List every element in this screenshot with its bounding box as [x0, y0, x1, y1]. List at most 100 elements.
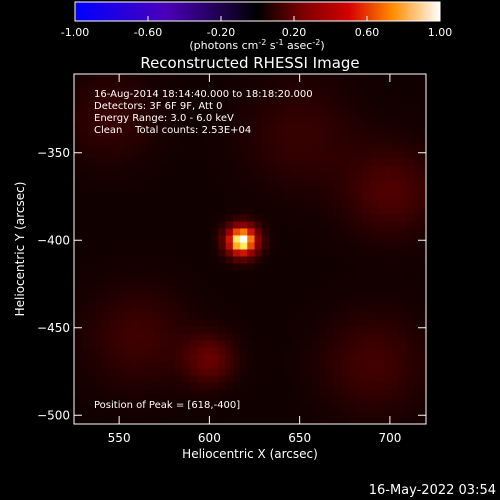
heatmap-cell: [261, 284, 270, 292]
heatmap-cell: [362, 158, 371, 166]
heatmap-cell: [333, 88, 342, 96]
heatmap-cell: [218, 200, 227, 208]
heatmap-cell: [312, 263, 320, 271]
heatmap-cell: [95, 242, 104, 250]
heatmap-cell: [232, 347, 241, 355]
heatmap-cell: [305, 235, 313, 243]
heatmap-cell: [153, 130, 162, 138]
heatmap-cell: [290, 249, 299, 257]
heatmap-cell: [319, 221, 328, 229]
heatmap-cell: [232, 137, 241, 145]
heatmap-cell: [305, 375, 313, 383]
heatmap-cell: [406, 242, 414, 250]
heatmap-cell: [196, 284, 205, 292]
heatmap-cell: [370, 270, 378, 278]
heatmap-cell: [297, 256, 306, 264]
heatmap-cell: [182, 151, 191, 159]
heatmap-cell: [290, 382, 299, 390]
heatmap-cell: [167, 165, 176, 173]
heatmap-cell: [420, 81, 426, 89]
heatmap-cell: [391, 368, 400, 376]
heatmap-cell: [290, 109, 299, 117]
heatmap-cell: [167, 263, 176, 271]
heatmap-cell: [153, 319, 162, 327]
heatmap-cell: [88, 235, 97, 243]
heatmap-cell: [276, 396, 284, 404]
heatmap-cell: [297, 361, 306, 369]
heatmap-cell: [182, 277, 191, 285]
heatmap-cell: [110, 354, 118, 362]
heatmap-cell: [247, 165, 256, 173]
heatmap-cell: [283, 284, 292, 292]
heatmap-cell: [391, 165, 400, 173]
heatmap-cell: [117, 305, 126, 313]
heatmap-cell: [283, 200, 292, 208]
heatmap-cell: [297, 277, 306, 285]
heatmap-cell: [138, 137, 147, 145]
heatmap-cell: [218, 354, 227, 362]
heatmap-cell: [102, 361, 111, 369]
heatmap-cell: [167, 333, 176, 341]
heatmap-cell: [153, 144, 162, 152]
heatmap-cell: [398, 298, 407, 306]
heatmap-cell: [413, 88, 422, 96]
heatmap-cell: [138, 319, 147, 327]
heatmap-cell: [305, 291, 313, 299]
heatmap-cell: [384, 109, 393, 117]
heatmap-cell: [81, 354, 89, 362]
heatmap-cell: [124, 256, 133, 264]
heatmap-cell: [413, 417, 422, 424]
heatmap-cell: [398, 109, 407, 117]
heatmap-cell: [420, 417, 426, 424]
heatmap-cell: [413, 221, 422, 229]
heatmap-cell: [290, 123, 299, 131]
heatmap-cell: [211, 284, 219, 292]
heatmap-cell: [326, 326, 335, 334]
heatmap-cell: [240, 179, 248, 187]
heatmap-cell: [348, 95, 357, 103]
heatmap-cell: [362, 319, 371, 327]
heatmap-cell: [138, 417, 147, 424]
heatmap-cell: [247, 256, 256, 264]
heatmap-cell: [102, 172, 111, 180]
heatmap-cell: [203, 368, 212, 376]
heatmap-cell: [283, 312, 292, 320]
heatmap-cell: [167, 242, 176, 250]
heatmap-cell: [384, 305, 393, 313]
heatmap-cell: [362, 137, 371, 145]
heatmap-cell: [240, 221, 248, 229]
heatmap-cell: [102, 368, 111, 376]
heatmap-cell: [138, 382, 147, 390]
heatmap-cell: [160, 123, 169, 131]
heatmap-cell: [413, 158, 422, 166]
heatmap-cell: [276, 263, 284, 271]
heatmap-cell: [167, 88, 176, 96]
heatmap-cell: [211, 382, 219, 390]
heatmap-cell: [312, 116, 320, 124]
heatmap-cell: [175, 200, 183, 208]
heatmap-cell: [196, 123, 205, 131]
heatmap-cell: [355, 284, 364, 292]
heatmap-cell: [406, 130, 414, 138]
heatmap-cell: [196, 228, 205, 236]
heatmap-cell: [377, 214, 385, 222]
heatmap-cell: [398, 312, 407, 320]
heatmap-cell: [377, 81, 385, 89]
heatmap-cell: [225, 81, 234, 89]
heatmap-cell: [391, 284, 400, 292]
heatmap-cell: [413, 396, 422, 404]
heatmap-cell: [312, 396, 320, 404]
heatmap-cell: [240, 340, 248, 348]
heatmap-cell: [406, 137, 414, 145]
heatmap-cell: [391, 249, 400, 257]
heatmap-cell: [391, 298, 400, 306]
heatmap-cell: [398, 130, 407, 138]
heatmap-cell: [268, 74, 277, 82]
heatmap-cell: [124, 263, 133, 271]
heatmap-cell: [290, 207, 299, 215]
heatmap-cell: [276, 102, 284, 110]
heatmap-cell: [131, 340, 140, 348]
heatmap-cell: [355, 361, 364, 369]
heatmap-cell: [355, 200, 364, 208]
heatmap-cell: [218, 186, 227, 194]
